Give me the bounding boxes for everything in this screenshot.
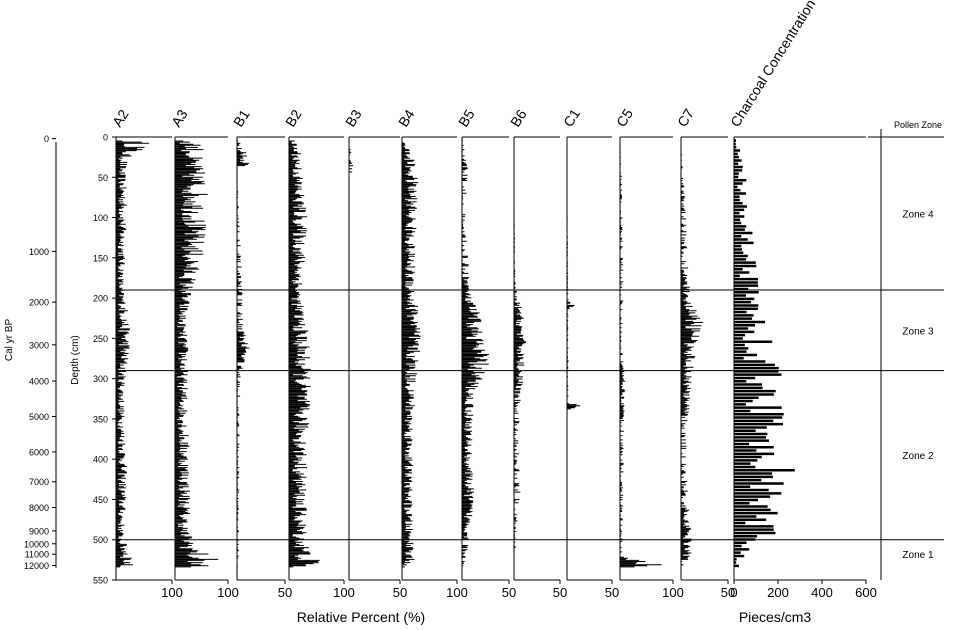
taxon-bars	[567, 181, 581, 410]
depth-tick-label: 250	[93, 334, 108, 344]
taxon-bars	[462, 140, 489, 568]
age-tick-label: 2000	[29, 298, 49, 308]
age-tick-label: 10000	[24, 539, 49, 549]
charcoal-x-tick-label: 400	[811, 585, 833, 600]
age-tick-label: 8000	[29, 503, 49, 513]
taxon-label: B5	[455, 106, 478, 129]
taxon-x-tick-label: 50	[502, 585, 516, 600]
taxon-x-tick-label: 50	[553, 585, 567, 600]
taxon-x-tick-label: 100	[446, 585, 468, 600]
age-tick-label: 11000	[25, 550, 49, 560]
taxon-label: C5	[613, 106, 636, 130]
taxon-x-tick-label: 50	[393, 585, 407, 600]
taxon-label: B2	[282, 106, 305, 129]
age-tick-label: 1000	[29, 247, 49, 257]
age-tick-label: 0	[44, 134, 49, 144]
taxon-label: B6	[507, 106, 530, 129]
taxon-bars	[237, 140, 250, 568]
taxon-label: A2	[109, 106, 132, 129]
depth-tick-label: 500	[93, 535, 108, 545]
depth-tick-label: 0	[103, 133, 108, 143]
depth-tick-label: 450	[93, 495, 108, 505]
taxon-x-tick-label: 50	[278, 585, 292, 600]
age-tick-label: 7000	[29, 477, 49, 487]
charcoal-bars	[734, 139, 795, 568]
taxon-bars	[402, 142, 421, 568]
depth-tick-label: 50	[98, 173, 108, 183]
taxon-x-tick-label: 100	[217, 585, 239, 600]
age-tick-label: 12000	[24, 561, 49, 571]
depth-tick-label: 300	[93, 374, 108, 384]
taxon-label: C7	[674, 106, 697, 130]
age-tick-label: 3000	[29, 340, 49, 350]
taxon-label: B1	[230, 106, 253, 129]
depth-tick-label: 200	[93, 294, 108, 304]
taxon-bars	[620, 152, 662, 568]
depth-tick-label: 150	[93, 253, 108, 263]
taxon-x-tick-label: 100	[333, 585, 355, 600]
taxon-bars	[289, 140, 320, 568]
age-tick-label: 6000	[29, 447, 49, 457]
x-axis-title-relative: Relative Percent (%)	[297, 609, 425, 625]
x-axis-title-charcoal: Pieces/cm3	[739, 609, 812, 625]
taxon-label: C1	[560, 106, 583, 130]
depth-tick-label: 350	[93, 414, 108, 424]
taxon-x-tick-label: 50	[721, 585, 735, 600]
charcoal-x-tick-label: 600	[855, 585, 877, 600]
taxon-label: B3	[342, 106, 365, 129]
zone-label: Zone 3	[902, 326, 934, 337]
charcoal-x-tick-label: 200	[767, 585, 789, 600]
taxon-bars	[116, 140, 150, 568]
zone-label: Zone 1	[902, 550, 934, 561]
charcoal-label: Charcoal Concentration	[727, 0, 819, 130]
taxon-x-tick-label: 100	[161, 585, 183, 600]
taxon-bars	[681, 142, 704, 566]
taxon-bars	[175, 140, 219, 568]
depth-tick-label: 100	[93, 213, 108, 223]
taxon-label: B4	[395, 106, 418, 129]
taxon-label: A3	[168, 106, 191, 129]
taxon-bars	[514, 167, 526, 561]
taxon-x-tick-label: 50	[605, 585, 619, 600]
age-tick-label: 9000	[29, 526, 49, 536]
age-axis-title: Cal yr BP	[4, 319, 15, 362]
taxon-bars	[349, 140, 353, 173]
age-tick-label: 4000	[29, 377, 49, 387]
taxon-x-tick-label: 100	[662, 585, 684, 600]
charcoal-x-tick-label: 0	[730, 585, 737, 600]
depth-tick-label: 400	[93, 455, 108, 465]
age-tick-label: 5000	[29, 412, 49, 422]
depth-axis-title: Depth (cm)	[70, 335, 81, 384]
zone-label: Zone 2	[902, 451, 934, 462]
depth-tick-label: 550	[93, 576, 108, 586]
zone-label: Zone 4	[902, 210, 934, 221]
pollen-zone-title: Pollen Zone	[894, 120, 942, 130]
